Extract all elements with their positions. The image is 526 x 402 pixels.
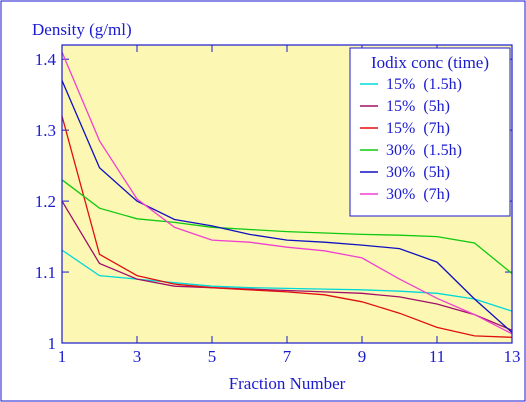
legend-items: 15% (1.5h) 15% (5h) 15% (7h) 30% (1.5h) 30% …	[360, 76, 462, 203]
plot-border	[61, 44, 513, 344]
legend: Iodix conc (time) 15% (1.5h)15% (5h)15% …	[349, 47, 511, 217]
x-tick-label: 11	[429, 347, 445, 366]
legend-entry-3: 30% (1.5h)	[386, 142, 462, 159]
series-line-3	[61, 179, 513, 275]
x-tick-label: 7	[283, 347, 292, 366]
series-line-2	[61, 115, 513, 338]
series-layer	[61, 51, 513, 338]
y-tick-label: 1.4	[35, 50, 57, 69]
y-tick-label: 1	[48, 334, 57, 353]
y-tick-label: 1.2	[35, 192, 56, 211]
series-line-1	[61, 200, 513, 331]
y-axis-label: Density (g/ml)	[32, 20, 132, 39]
x-tick-label: 1	[58, 347, 67, 366]
legend-title: Iodix conc (time)	[371, 53, 489, 72]
legend-entry-0: 15% (1.5h)	[386, 76, 462, 93]
x-axis-label: Fraction Number	[229, 374, 346, 393]
legend-entry-1: 15% (5h)	[386, 98, 450, 115]
legend-entry-2: 15% (7h)	[386, 120, 450, 137]
series-line-4	[61, 80, 513, 333]
x-tick-label: 5	[208, 347, 217, 366]
series-line-5	[61, 51, 513, 335]
y-tick-label: 1.1	[35, 263, 56, 282]
x-tick-label: 3	[133, 347, 142, 366]
legend-box	[349, 47, 511, 217]
legend-entry-5: 30% (7h)	[386, 186, 450, 203]
x-tick-label: 13	[504, 347, 521, 366]
x-tick-label: 9	[358, 347, 367, 366]
y-tick-label: 1.3	[35, 121, 56, 140]
legend-entry-4: 30% (5h)	[386, 164, 450, 181]
